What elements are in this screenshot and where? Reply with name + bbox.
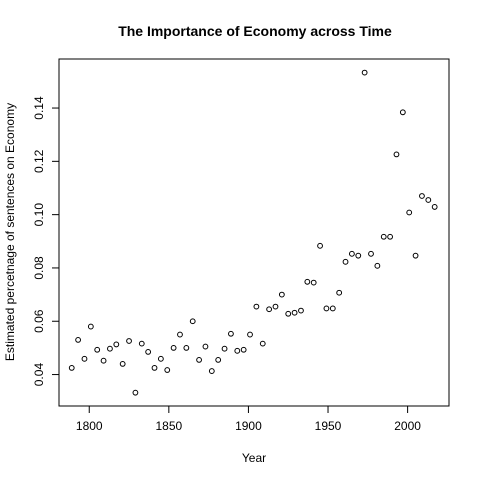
data-point: [387, 233, 394, 240]
data-point: [202, 343, 209, 350]
data-point: [170, 345, 177, 351]
data-point: [298, 307, 304, 314]
data-point: [183, 345, 190, 351]
data-point: [406, 209, 413, 216]
data-point: [291, 309, 298, 316]
data-point: [145, 348, 152, 355]
data-point: [399, 109, 406, 116]
data-point: [196, 356, 202, 363]
data-point: [234, 347, 241, 354]
y-tick-label: 0.08: [32, 256, 46, 280]
data-point: [266, 306, 273, 313]
data-point: [87, 323, 94, 330]
data-point: [317, 242, 323, 249]
data-point: [304, 278, 311, 285]
data-point: [68, 364, 75, 371]
x-axis-label: Year: [242, 451, 266, 465]
data-point: [310, 279, 317, 286]
data-point: [119, 360, 126, 367]
data-point: [285, 310, 292, 317]
data-point: [138, 340, 145, 347]
x-tick-label: 1900: [235, 419, 262, 433]
data-point: [113, 341, 120, 348]
data-point: [380, 233, 387, 240]
data-point: [228, 330, 234, 337]
y-tick-label: 0.04: [32, 363, 46, 387]
data-point: [348, 250, 355, 257]
data-point: [215, 356, 222, 363]
data-point: [355, 252, 362, 259]
y-tick-label: 0.10: [32, 203, 46, 227]
data-point: [240, 346, 247, 353]
x-tick-label: 1800: [76, 419, 103, 433]
chart-title: The Importance of Economy across Time: [118, 23, 392, 39]
x-axis: 1800 1850 1900 1950 2000: [76, 405, 421, 433]
data-point: [361, 69, 368, 76]
data-point: [132, 389, 139, 396]
data-point: [151, 364, 158, 371]
data-point: [157, 355, 164, 362]
data-point: [177, 331, 183, 338]
data-point: [412, 252, 419, 259]
y-tick-label: 0.14: [32, 96, 46, 120]
data-point: [81, 355, 88, 362]
plot-frame: [58, 58, 450, 407]
y-tick-label: 0.06: [32, 309, 46, 333]
data-point: [431, 204, 438, 210]
data-point: [374, 262, 381, 269]
data-point: [419, 193, 425, 199]
data-point: [164, 367, 171, 373]
data-point: [336, 289, 343, 296]
y-tick-label: 0.12: [32, 149, 46, 173]
data-point: [94, 346, 101, 353]
data-point: [323, 305, 330, 312]
data-point: [221, 345, 228, 352]
data-point: [107, 345, 113, 352]
data-point: [278, 291, 285, 298]
data-point: [189, 318, 196, 325]
data-point: [342, 258, 349, 265]
x-tick-label: 2000: [394, 419, 421, 433]
data-point: [329, 305, 336, 312]
y-axis-label: Estimated percetnage of sentences on Eco…: [3, 103, 17, 361]
data-points: [68, 69, 438, 396]
y-axis: 0.04 0.06 0.08 0.10 0.12 0.14: [32, 96, 60, 387]
data-point: [368, 250, 374, 257]
data-point: [126, 338, 132, 344]
data-point: [208, 368, 215, 374]
data-point: [100, 357, 107, 364]
data-point: [253, 303, 260, 310]
data-point: [393, 151, 400, 158]
data-point: [75, 337, 82, 343]
data-point: [272, 303, 279, 310]
x-tick-label: 1950: [315, 419, 342, 433]
data-point: [425, 197, 432, 203]
x-tick-label: 1850: [155, 419, 182, 433]
data-point: [247, 331, 253, 338]
data-point: [259, 340, 266, 347]
